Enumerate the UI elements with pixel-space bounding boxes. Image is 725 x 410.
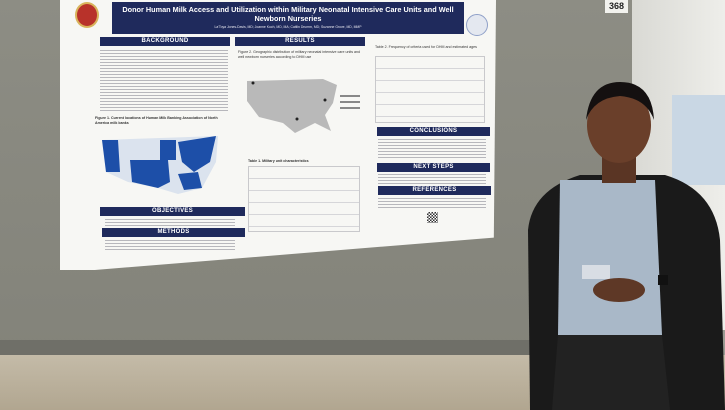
map-state-south — [130, 160, 170, 188]
heading-references: REFERENCES — [378, 186, 491, 195]
map-state-east — [178, 136, 216, 172]
qr-code — [427, 212, 438, 223]
booth-number-tag: 368 — [605, 0, 628, 13]
black-pants — [552, 335, 670, 410]
heading-objectives: OBJECTIVES — [100, 207, 245, 216]
poster-header: Donor Human Milk Access and Utilization … — [112, 2, 464, 34]
military-unit-table — [248, 166, 360, 232]
map-state-southeast — [178, 172, 202, 190]
next-steps-text — [378, 174, 486, 184]
milk-bank-map — [102, 136, 218, 194]
references-text — [378, 198, 486, 208]
heading-conclusions: CONCLUSIONS — [377, 127, 490, 136]
us-map-gray — [247, 79, 337, 133]
map-state-midwest — [160, 140, 176, 160]
methods-text — [105, 240, 235, 250]
hair — [586, 82, 654, 120]
research-poster: Donor Human Milk Access and Utilization … — [60, 0, 496, 270]
clasped-hands — [593, 278, 645, 302]
board-frame — [0, 340, 640, 358]
heading-background: BACKGROUND — [100, 37, 230, 46]
presenter-person — [528, 82, 725, 410]
map-state-west — [102, 140, 120, 172]
heading-results: RESULTS — [235, 37, 365, 46]
figure2-caption: Figure 2. Geographic distribution of mil… — [238, 50, 361, 59]
background-banner — [672, 95, 725, 185]
military-seal-logo — [75, 2, 99, 28]
dhm-distribution-map — [247, 79, 360, 133]
face — [587, 87, 651, 163]
smartwatch — [658, 275, 668, 285]
background-text — [100, 50, 228, 112]
table2-caption: Table 2. Frequency of criteria used for … — [375, 45, 477, 49]
floral-blouse — [558, 180, 662, 335]
heading-next-steps: NEXT STEPS — [377, 163, 490, 172]
heading-methods: METHODS — [102, 228, 245, 237]
poster-title: Donor Human Milk Access and Utilization … — [122, 5, 454, 23]
table1-caption: Table 1. Military unit characteristics — [248, 159, 309, 163]
dhm-criteria-table — [375, 56, 485, 123]
name-badge — [582, 265, 610, 279]
figure1-caption: Figure 1. Current locations of Human Mil… — [95, 116, 218, 125]
poster-authors: La'Toya Jones-Davis, MD; Joanne Kuch, MD… — [214, 25, 362, 30]
conclusions-text — [378, 139, 486, 159]
institution-logo — [466, 14, 488, 36]
objectives-text — [105, 219, 235, 226]
